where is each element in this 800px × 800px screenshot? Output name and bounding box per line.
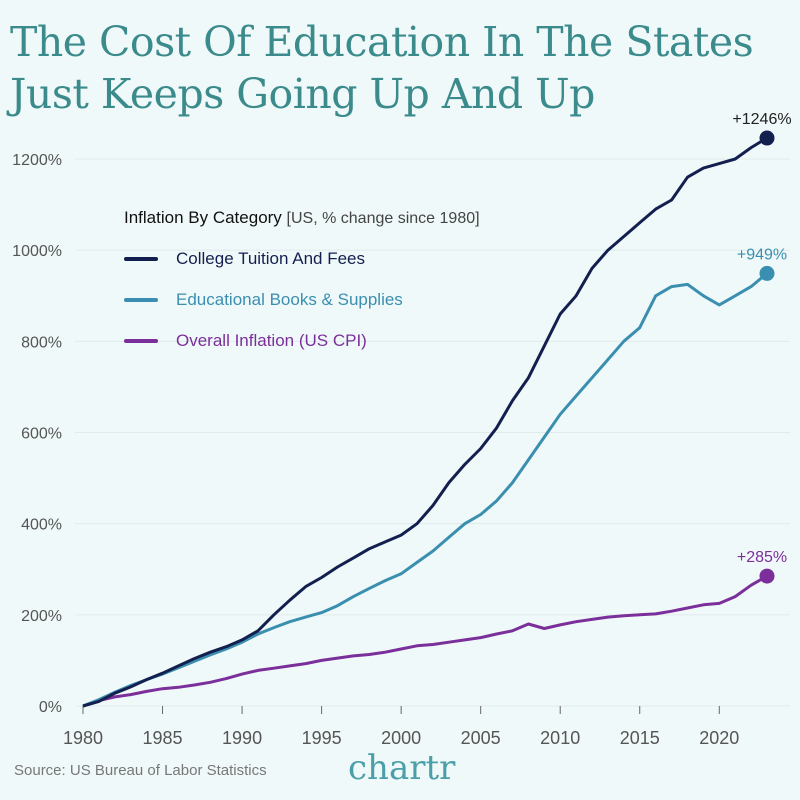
x-axis-ticks: 1980 1985 1990 1995 2000 2005 2010 2015 2020 [63,706,739,748]
end-markers: +285% +949% +1246% [732,111,792,584]
y-tick-label: 400% [21,517,62,534]
end-point-marker [759,265,775,281]
x-tick-label: 1995 [302,728,342,748]
x-tick-label: 2015 [620,728,660,748]
x-tick-label: 1990 [222,728,262,748]
x-tick-label: 2010 [540,728,580,748]
gridlines [75,158,790,707]
x-tick-label: 1985 [143,728,183,748]
end-point-marker [759,130,775,146]
series-line-0 [82,136,768,708]
series-line-1 [82,272,768,708]
x-tick-label: 1980 [63,728,103,748]
legend-swatch [124,298,158,302]
title-line-1: The Cost Of Education In The States [10,18,754,66]
legend-subtitle: [US, % change since 1980] [286,210,480,227]
end-point-marker [759,568,775,584]
legend-label: Educational Books & Supplies [176,290,403,309]
legend-title: Inflation By Category [US, % change sinc… [124,208,480,228]
chartr-logo: chartr [348,748,456,788]
y-tick-label: 1000% [12,243,62,260]
chart-title: The Cost Of Education In The States Just… [10,16,754,120]
y-tick-label: 800% [21,334,62,351]
x-tick-label: 2005 [461,728,501,748]
legend-swatch [124,339,158,343]
x-tick-label: 2000 [381,728,421,748]
y-tick-label: 600% [21,426,62,443]
x-tick-label: 2020 [699,728,739,748]
legend-label: College Tuition And Fees [176,249,366,268]
legend-swatch [124,257,158,261]
legend-label: Overall Inflation (US CPI) [176,331,367,350]
y-tick-label: 200% [21,608,62,625]
end-value-label: +285% [737,549,787,566]
series-lines [82,136,768,708]
legend-item-books: Educational Books & Supplies [124,290,480,310]
series-line-2 [82,574,768,708]
legend-item-cpi: Overall Inflation (US CPI) [124,331,480,351]
end-value-label: +1246% [732,111,791,128]
y-tick-label: 0% [39,699,62,716]
legend: Inflation By Category [US, % change sinc… [124,208,480,351]
y-tick-label: 1200% [12,152,62,169]
title-line-2: Just Keeps Going Up And Up [10,70,595,118]
end-value-label: +949% [737,246,787,263]
source-note: Source: US Bureau of Labor Statistics [14,762,267,779]
legend-item-tuition: College Tuition And Fees [124,249,480,269]
y-axis-ticks: 0% 200% 400% 600% 800% 1000% 1200% [12,152,62,716]
legend-title-text: Inflation By Category [124,208,282,227]
